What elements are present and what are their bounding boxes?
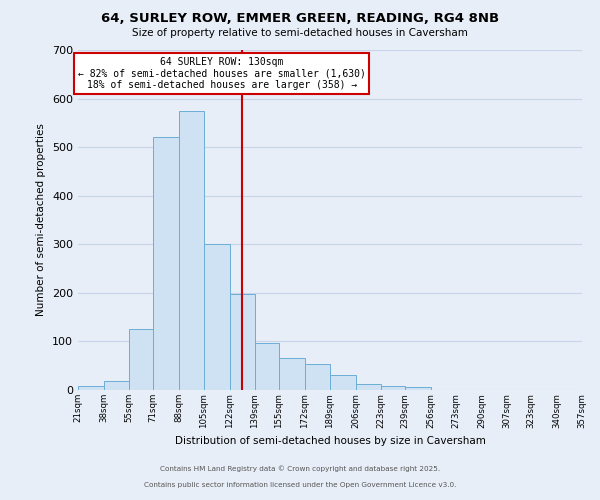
Bar [179, 110, 204, 390]
Bar [229, 294, 255, 390]
Bar [405, 387, 431, 390]
Bar [381, 386, 405, 390]
Text: 64 SURLEY ROW: 130sqm
← 82% of semi-detached houses are smaller (1,630)
18% of s: 64 SURLEY ROW: 130sqm ← 82% of semi-deta… [78, 57, 365, 90]
Bar [104, 382, 129, 390]
Text: 64, SURLEY ROW, EMMER GREEN, READING, RG4 8NB: 64, SURLEY ROW, EMMER GREEN, READING, RG… [101, 12, 499, 26]
Bar [78, 386, 104, 390]
Bar [204, 244, 229, 390]
Bar [153, 138, 179, 390]
Bar [305, 364, 330, 390]
Text: Size of property relative to semi-detached houses in Caversham: Size of property relative to semi-detach… [132, 28, 468, 38]
Y-axis label: Number of semi-detached properties: Number of semi-detached properties [37, 124, 46, 316]
Text: Contains public sector information licensed under the Open Government Licence v3: Contains public sector information licen… [144, 482, 456, 488]
Bar [330, 376, 355, 390]
Bar [355, 384, 381, 390]
X-axis label: Distribution of semi-detached houses by size in Caversham: Distribution of semi-detached houses by … [175, 436, 485, 446]
Bar [255, 343, 279, 390]
Text: Contains HM Land Registry data © Crown copyright and database right 2025.: Contains HM Land Registry data © Crown c… [160, 466, 440, 472]
Bar [279, 358, 305, 390]
Bar [129, 330, 153, 390]
